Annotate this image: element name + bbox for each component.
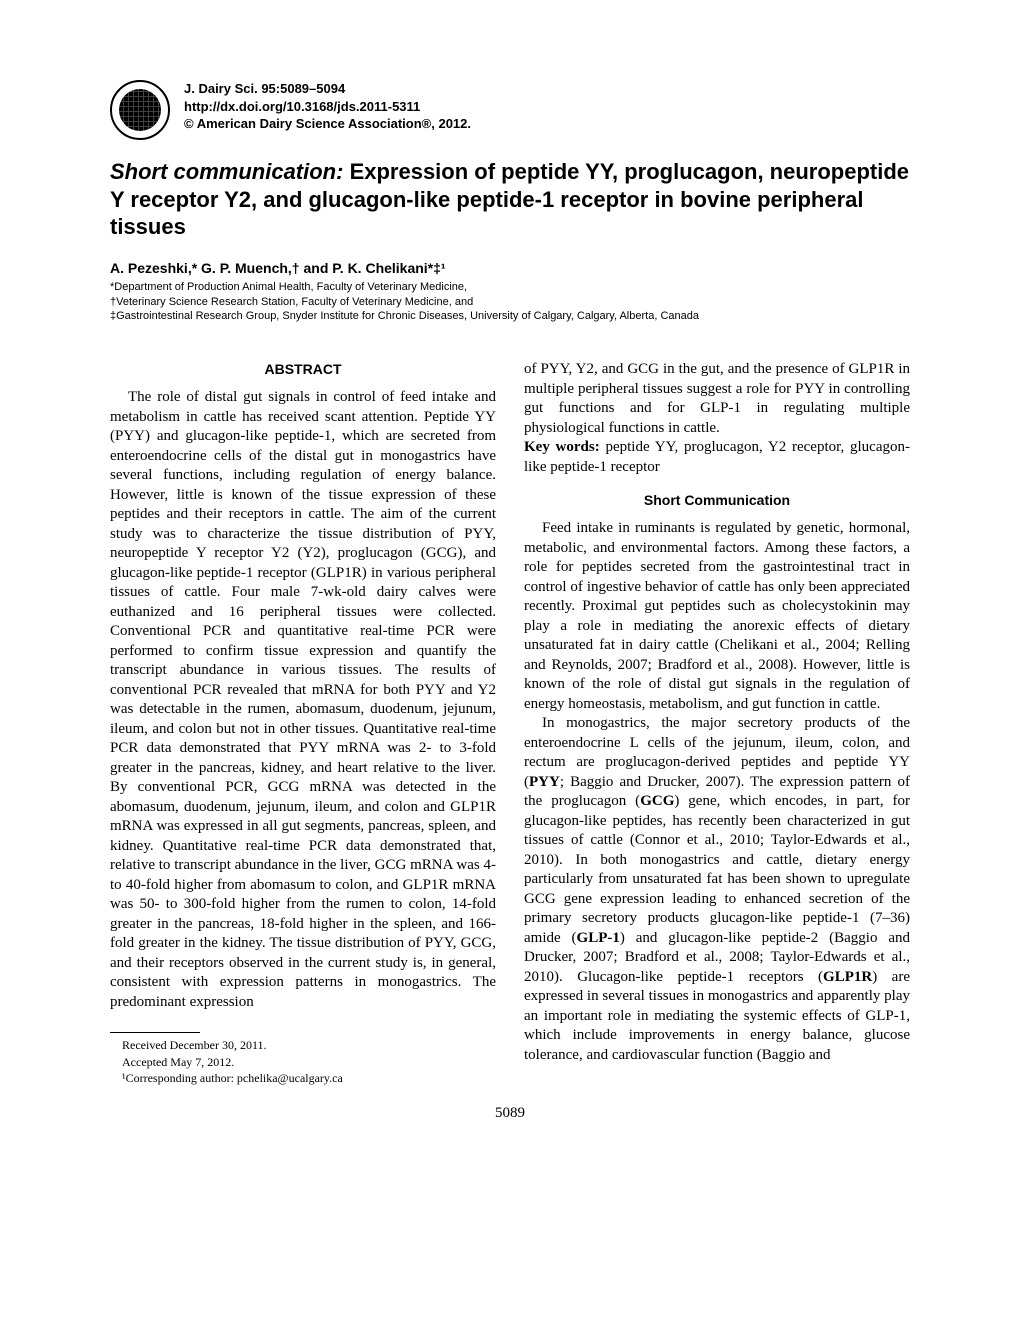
journal-info: J. Dairy Sci. 95:5089–5094 http://dx.doi…: [184, 80, 471, 133]
body-paragraph-1: Feed intake in ruminants is regulated by…: [524, 519, 910, 714]
header: J. Dairy Sci. 95:5089–5094 http://dx.doi…: [110, 80, 910, 140]
page-number: 5089: [110, 1104, 910, 1124]
affiliation-2: †Veterinary Science Research Station, Fa…: [110, 295, 910, 310]
doi-link: http://dx.doi.org/10.3168/jds.2011-5311: [184, 98, 471, 116]
footnote-rule: [110, 1032, 200, 1033]
abstract-cont-text: of PYY, Y2, and GCG in the gut, and the …: [524, 361, 910, 436]
copyright-line: © American Dairy Science Association®, 2…: [184, 115, 471, 133]
authors-line: A. Pezeshki,* G. P. Muench,† and P. K. C…: [110, 259, 910, 277]
affiliations: *Department of Production Animal Health,…: [110, 280, 910, 325]
abstract-continued: of PYY, Y2, and GCG in the gut, and the …: [524, 360, 910, 477]
keywords-label: Key words:: [524, 439, 600, 455]
article-title: Short communication: Expression of pepti…: [110, 158, 910, 241]
journal-logo-icon: [110, 80, 170, 140]
corresponding-author: ¹Corresponding author: pchelika@ucalgary…: [110, 1070, 496, 1086]
right-column: of PYY, Y2, and GCG in the gut, and the …: [524, 360, 910, 1086]
left-column: ABSTRACT The role of distal gut signals …: [110, 360, 496, 1086]
title-prefix: Short communication:: [110, 159, 343, 184]
two-column-body: ABSTRACT The role of distal gut signals …: [110, 360, 910, 1086]
journal-citation: J. Dairy Sci. 95:5089–5094: [184, 80, 471, 98]
abstract-text: The role of distal gut signals in contro…: [110, 388, 496, 1012]
affiliation-3: ‡Gastrointestinal Research Group, Snyder…: [110, 309, 910, 324]
accepted-date: Accepted May 7, 2012.: [110, 1054, 496, 1070]
received-date: Received December 30, 2011.: [110, 1037, 496, 1053]
abstract-heading: ABSTRACT: [110, 360, 496, 378]
body-paragraph-2: In monogastrics, the major secretory pro…: [524, 714, 910, 1065]
footnotes: Received December 30, 2011. Accepted May…: [110, 1037, 496, 1086]
affiliation-1: *Department of Production Animal Health,…: [110, 280, 910, 295]
short-communication-heading: Short Communication: [524, 491, 910, 509]
